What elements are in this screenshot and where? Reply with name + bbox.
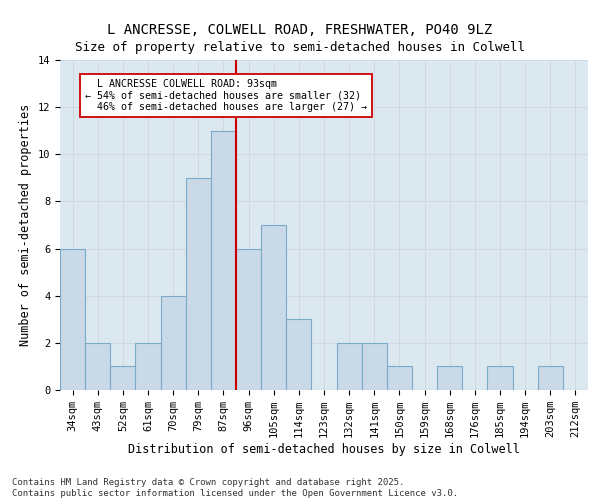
Bar [211,130,236,390]
Text: L ANCRESSE COLWELL ROAD: 93sqm
← 54% of semi-detached houses are smaller (32)
  : L ANCRESSE COLWELL ROAD: 93sqm ← 54% of … [85,79,367,112]
Text: L ANCRESSE, COLWELL ROAD, FRESHWATER, PO40 9LZ: L ANCRESSE, COLWELL ROAD, FRESHWATER, PO… [107,22,493,36]
Bar [286,320,311,390]
Y-axis label: Number of semi-detached properties: Number of semi-detached properties [19,104,32,346]
Text: Size of property relative to semi-detached houses in Colwell: Size of property relative to semi-detach… [75,41,525,54]
X-axis label: Distribution of semi-detached houses by size in Colwell: Distribution of semi-detached houses by … [128,443,520,456]
Bar [538,366,563,390]
Bar [110,366,136,390]
Bar [186,178,211,390]
Bar [337,343,362,390]
Bar [236,248,261,390]
Bar [487,366,512,390]
Bar [362,343,387,390]
Bar [261,225,286,390]
Bar [387,366,412,390]
Bar [136,343,161,390]
Bar [60,248,85,390]
Text: Contains HM Land Registry data © Crown copyright and database right 2025.
Contai: Contains HM Land Registry data © Crown c… [12,478,458,498]
Bar [161,296,186,390]
Bar [85,343,110,390]
Bar [437,366,462,390]
